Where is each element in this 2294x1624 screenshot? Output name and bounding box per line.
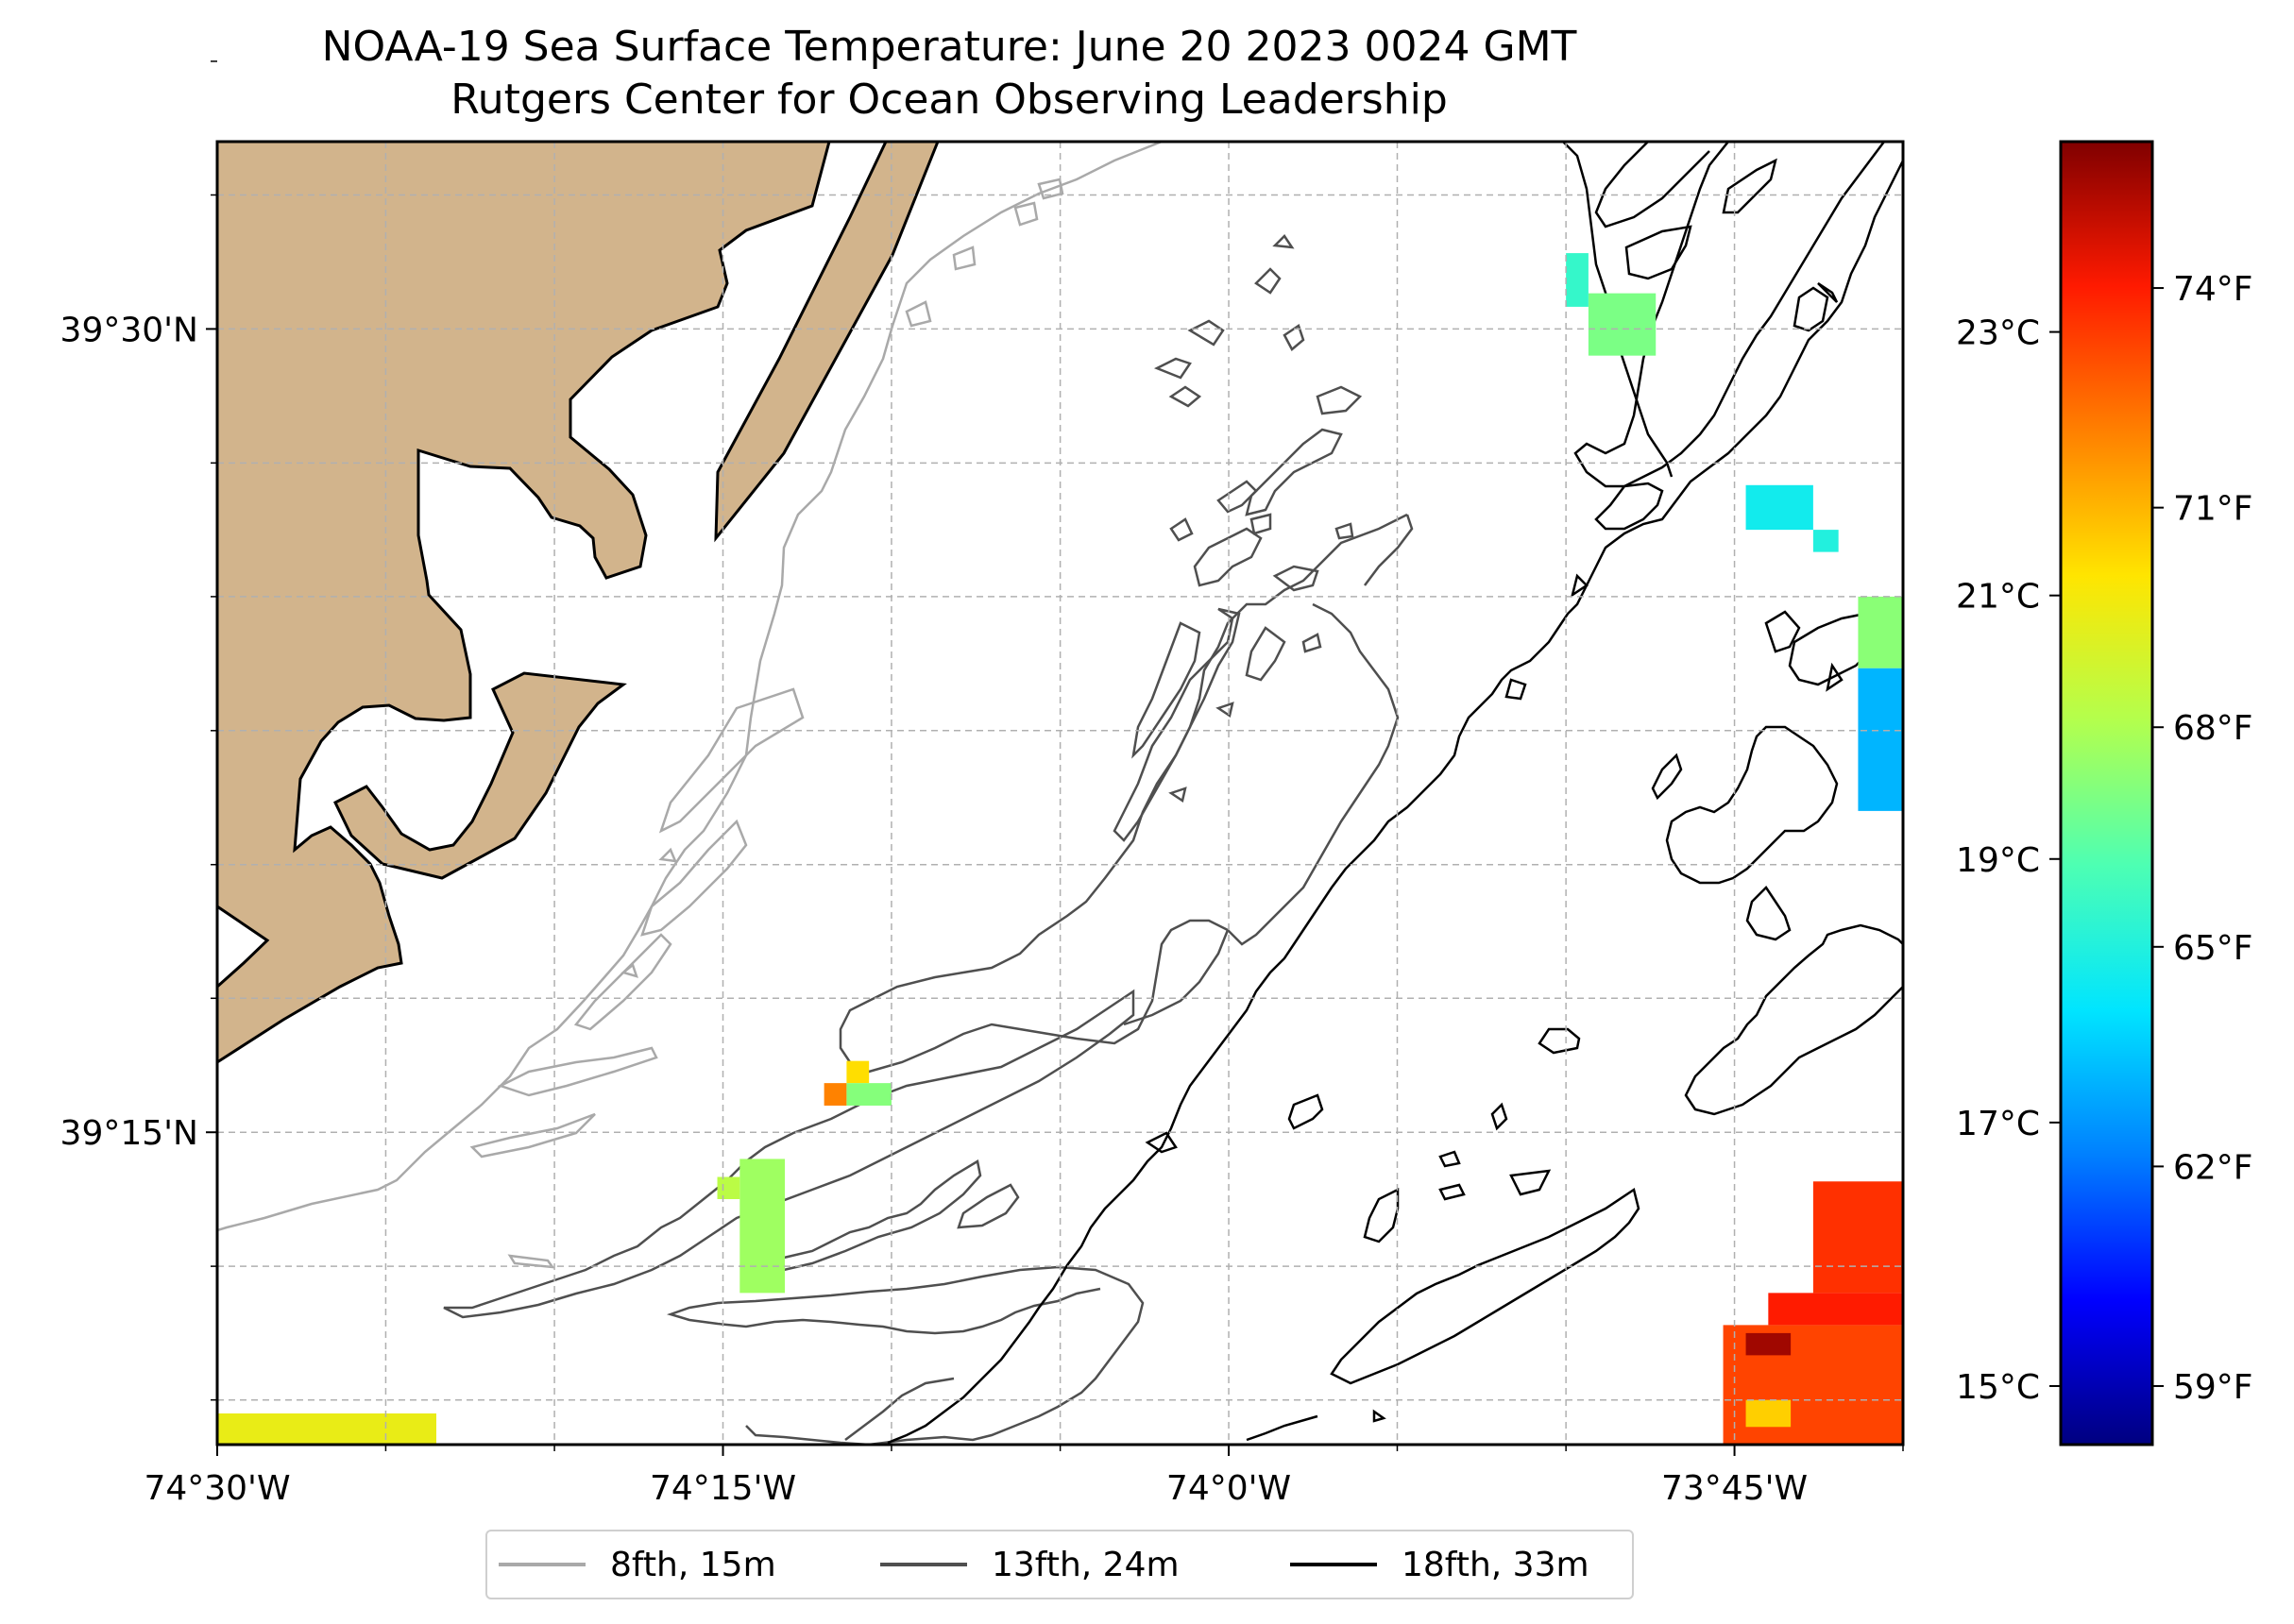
sst-cell-southeast-yellow [1745,1399,1792,1428]
legend-label-18fth: 18fth, 33m [1402,1545,1589,1584]
sst-cell-mid-orange [824,1083,847,1106]
colorbar-c-label: 23°C [1956,314,2040,353]
contour-13fth [443,234,1414,1445]
sst-cell-northeast-green [1588,293,1657,356]
legend-item-18fth: 18fth, 33m [1290,1531,1589,1598]
legend-item-8fth: 8fth, 15m [499,1531,776,1598]
x-tick-label: 74°30'W [144,1469,290,1508]
sst-cell-east-green [1858,596,1903,668]
map-layers [217,142,1903,1445]
legend-swatch-13fth [880,1563,967,1566]
colorbar-f-label: 62°F [2173,1148,2253,1187]
map-subtitle: Rutgers Center for Ocean Observing Leade… [450,76,1448,124]
contour-legend: 8fth, 15m 13fth, 24m 18fth, 33m [485,1530,1634,1599]
colorbar-c-label: 19°C [1956,841,2040,880]
x-tick-label: 73°45'W [1661,1469,1808,1508]
map-title: NOAA-19 Sea Surface Temperature: June 20… [321,23,1577,71]
sst-cell-east-cyan-small [1812,530,1839,552]
sst-cell-southeast-warm-b [1768,1293,1903,1326]
sst-cell-mid-green [846,1083,892,1106]
x-tick-label: 74°15'W [650,1469,796,1508]
y-tick-label: 39°15'N [60,1114,198,1153]
colorbar-f-label: 68°F [2173,709,2253,748]
colorbar-f-label: 74°F [2173,270,2253,309]
colorbar-f-label: 71°F [2173,490,2253,529]
legend-swatch-18fth [1290,1563,1377,1566]
land-mainland [217,142,831,1064]
sst-pixels [217,253,1903,1445]
sst-cell-mid-yellow [846,1060,870,1084]
sst-cell-west-cluster [739,1159,786,1294]
sst-cell-east-blue [1858,668,1903,811]
sst-cell-southwest-strip [217,1413,436,1445]
legend-item-13fth: 13fth, 24m [880,1531,1180,1598]
y-tick-label: 39°30'N [60,311,198,349]
colorbar-ticks: 74°F 71°F 68°F 65°F 62°F 59°F 23°C 21°C 19°C 17°C… [1956,270,2252,1407]
sst-cell-west-cluster-edge [717,1176,740,1199]
sst-cell-northeast-cyan [1566,253,1589,307]
map-gridlines [217,142,1903,1445]
sst-cell-east-cyan [1745,484,1813,531]
colorbar-c-label: 15°C [1956,1368,2040,1407]
colorbar-c-label: 17°C [1956,1105,2040,1143]
map-axes: 74°30'W 74°15'W 74°0'W 73°45'W 39°30'N 39°15'… [60,60,1904,1508]
colorbar [2059,140,2154,1446]
legend-label-8fth: 8fth, 15m [610,1545,776,1584]
land-peninsula [333,671,627,880]
legend-swatch-8fth [499,1563,586,1566]
colorbar-f-label: 65°F [2173,929,2253,968]
sst-cell-southeast-warm-c [1812,1181,1903,1294]
colorbar-c-label: 21°C [1956,578,2040,617]
land-barrier-island [714,142,940,543]
x-tick-label: 74°0'W [1166,1469,1291,1508]
colorbar-f-label: 59°F [2173,1368,2253,1407]
sst-cell-southeast-hot [1745,1332,1792,1356]
legend-label-13fth: 13fth, 24m [992,1545,1180,1584]
